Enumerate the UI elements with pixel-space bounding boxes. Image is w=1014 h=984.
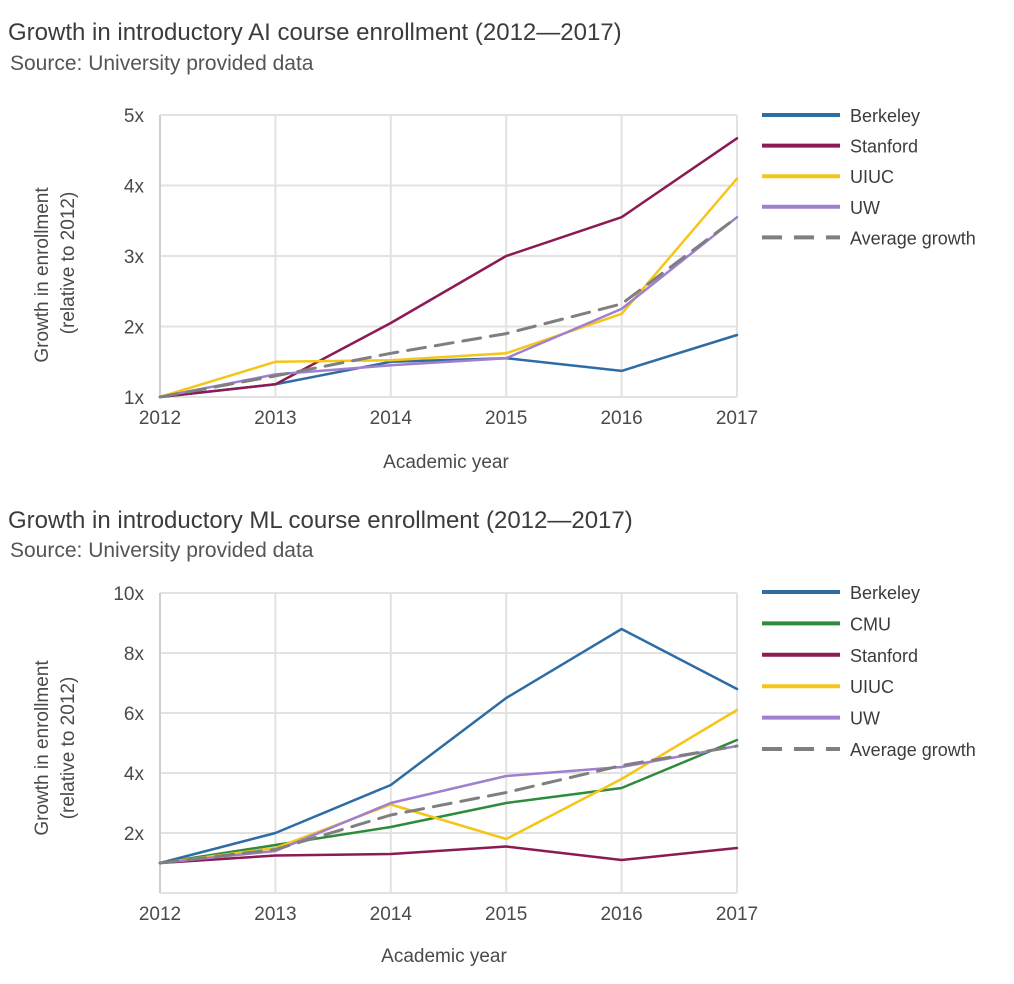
legend-label: Stanford (850, 137, 918, 157)
legend-label: Average growth (850, 228, 976, 248)
chart-title: Growth in introductory AI course enrollm… (8, 19, 622, 46)
x-tick-label: 2016 (600, 904, 642, 925)
series-line-berkeley (158, 627, 739, 865)
x-axis-label: Academic year (381, 946, 507, 967)
ml-enrollment-chart: Growth in introductory ML course enrollm… (8, 507, 976, 967)
y-axis-ticks: 1x 2x 3x 4x 5x (124, 106, 145, 409)
y-axis-label-line-1: Growth in enrollment (32, 660, 53, 836)
grid (159, 114, 738, 398)
series-lines (158, 137, 739, 399)
y-axis-label-line-1: Growth in enrollment (32, 187, 53, 363)
y-axis-ticks: 2x 4x 6x 8x 10x (113, 584, 144, 845)
legend-label: UIUC (850, 677, 894, 697)
x-tick-label: 2014 (370, 408, 413, 429)
legend-label: Average growth (850, 740, 976, 760)
y-tick-label: 4x (124, 177, 145, 198)
legend-label: Stanford (850, 646, 918, 666)
legend-label: UW (850, 198, 880, 218)
y-tick-label: 1x (124, 388, 145, 409)
x-tick-label: 2016 (600, 408, 642, 429)
plot-area: 1x 2x 3x 4x 5x 2012 2013 2014 2015 2016 2017 (124, 106, 758, 429)
y-tick-label: 8x (124, 644, 145, 665)
y-tick-label: 5x (124, 106, 145, 127)
legend-label: CMU (850, 614, 891, 634)
x-tick-label: 2012 (139, 408, 181, 429)
plot-area: 2x 4x 6x 8x 10x 2012 2013 2014 2015 2016 2017 (113, 584, 758, 925)
x-tick-label: 2014 (370, 904, 413, 925)
y-tick-label: 6x (124, 704, 145, 725)
x-tick-label: 2013 (254, 408, 296, 429)
legend: Berkeley Stanford UIUC UW Average growth (762, 106, 976, 248)
y-axis-label-line-2: (relative to 2012) (58, 192, 79, 335)
series-line-stanford (158, 845, 739, 865)
y-tick-label: 2x (124, 318, 145, 339)
x-tick-label: 2013 (254, 904, 296, 925)
y-tick-label: 4x (124, 764, 145, 785)
x-axis-ticks: 2012 2013 2014 2015 2016 2017 (139, 904, 758, 925)
chart-title: Growth in introductory ML course enrollm… (8, 507, 633, 534)
x-tick-label: 2017 (716, 408, 758, 429)
y-tick-label: 2x (124, 824, 145, 845)
chart-subtitle: Source: University provided data (10, 52, 314, 75)
chart-subtitle: Source: University provided data (10, 539, 314, 562)
x-tick-label: 2015 (485, 904, 527, 925)
legend-label: Berkeley (850, 583, 920, 603)
ai-enrollment-chart: Growth in introductory AI course enrollm… (8, 19, 976, 473)
legend: Berkeley CMU Stanford UIUC UW Average growth (762, 583, 976, 760)
legend-label: UW (850, 709, 880, 729)
series-line-stanford (158, 137, 739, 399)
grid (159, 592, 738, 894)
series-lines (158, 627, 739, 865)
legend-label: Berkeley (850, 106, 920, 126)
legend-label: UIUC (850, 167, 894, 187)
y-axis-label-line-2: (relative to 2012) (58, 677, 79, 820)
x-axis-ticks: 2012 2013 2014 2015 2016 2017 (139, 408, 758, 429)
series-line-cmu (158, 738, 739, 865)
series-line-average-growth (158, 744, 739, 865)
series-line-uiuc (158, 177, 739, 399)
x-tick-label: 2017 (716, 904, 758, 925)
series-line-average-growth (158, 215, 739, 399)
x-tick-label: 2012 (139, 904, 181, 925)
y-tick-label: 10x (113, 584, 144, 605)
y-tick-label: 3x (124, 247, 145, 268)
x-axis-label: Academic year (383, 452, 509, 473)
x-tick-label: 2015 (485, 408, 527, 429)
